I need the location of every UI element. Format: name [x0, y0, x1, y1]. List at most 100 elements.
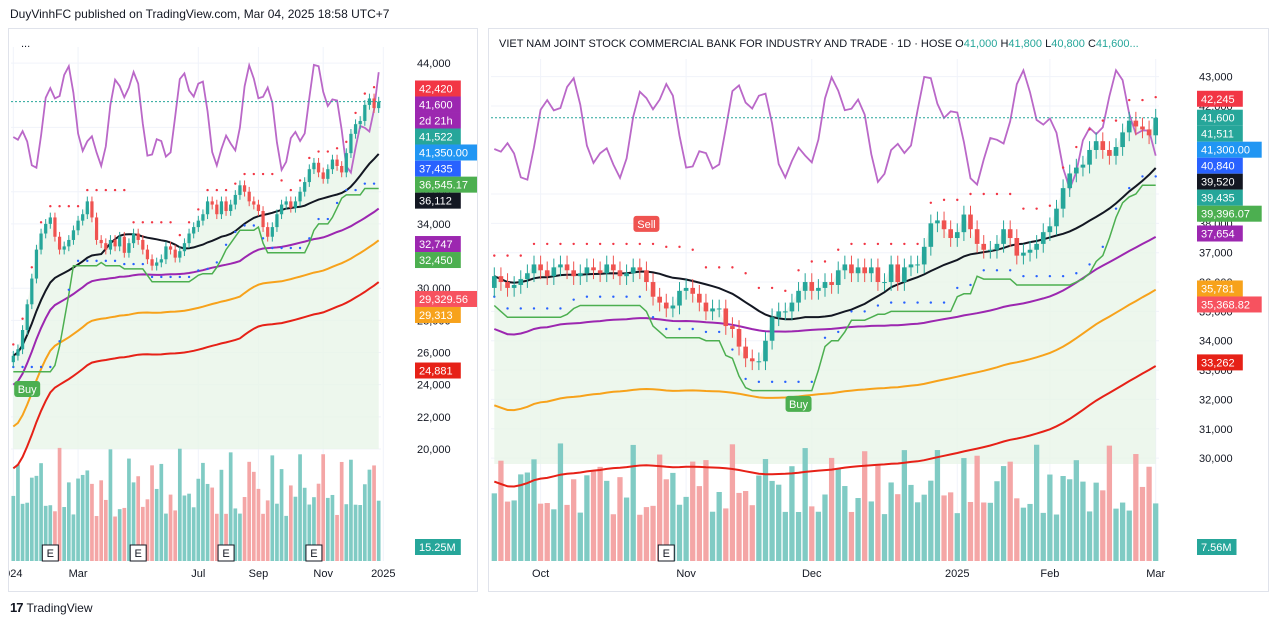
right-buy-signal[interactable] [785, 395, 812, 412]
right-x-tick-label: Dec [802, 568, 822, 580]
right-price-badge [1197, 125, 1243, 142]
left-support-dot [206, 267, 209, 271]
left-candle [62, 246, 66, 250]
left-volume-bar [159, 463, 164, 561]
right-resistance-dot [823, 260, 827, 263]
right-resistance-dot [519, 254, 522, 257]
right-candle [670, 305, 676, 309]
left-volume-bar [256, 488, 261, 561]
left-volume-bar [39, 463, 43, 561]
right-candle [1021, 252, 1026, 256]
right-resistance-dot [638, 242, 642, 246]
left-candle [335, 159, 339, 166]
left-support-dot [132, 262, 135, 266]
right-volume-bar [1007, 461, 1013, 561]
right-candle [763, 340, 768, 362]
right-chart-svg[interactable]: VIET NAM JOINT STOCK COMMERCIAL BANK FOR… [489, 29, 1268, 591]
right-support-dot [797, 380, 800, 384]
right-volume-bar [1060, 476, 1066, 561]
left-candle [39, 233, 43, 250]
left-candle [340, 165, 344, 173]
left-chart-panel[interactable]: ...BuyEEEE024MarJulSepNov202544,00040,00… [4, 28, 480, 592]
right-volume-bar [1126, 510, 1132, 561]
left-price-badge [415, 96, 461, 113]
right-chart-panel[interactable]: VIET NAM JOINT STOCK COMMERCIAL BANK FOR… [488, 28, 1269, 592]
right-candle [663, 302, 669, 309]
left-candle [136, 233, 140, 240]
left-volume-bar [265, 500, 270, 561]
left-price-badge [415, 112, 461, 129]
right-price-badge [1197, 354, 1243, 371]
right-volume-bar [809, 506, 815, 561]
left-earnings-icon[interactable] [41, 544, 59, 562]
right-support-dot [850, 310, 853, 313]
left-chart-svg[interactable]: ...BuyEEEE024MarJulSepNov202544,00040,00… [4, 29, 480, 591]
right-resistance-dot [1114, 119, 1118, 122]
left-candle [215, 204, 219, 215]
right-volume-bar [623, 497, 630, 561]
right-candle [1093, 141, 1099, 150]
left-volume-bar [182, 495, 187, 561]
right-volume-bar [557, 443, 564, 561]
right-candle [1074, 167, 1079, 174]
right-candle [769, 317, 775, 341]
right-resistance-dot [1008, 192, 1012, 196]
right-candle [697, 293, 702, 303]
right-candle [710, 308, 715, 312]
right-volume-bar [637, 514, 643, 561]
left-volume-bar [376, 500, 381, 561]
left-resistance-dot [215, 188, 219, 192]
right-candle [981, 243, 987, 250]
right-volume-bar [1073, 460, 1079, 561]
left-earnings-icon[interactable] [217, 544, 235, 562]
right-earnings-icon[interactable] [657, 544, 675, 562]
left-price-badge [415, 144, 480, 161]
right-candle [730, 326, 735, 329]
right-resistance-dot [1088, 128, 1091, 131]
right-y-tick-label: 34,000 [1199, 336, 1233, 348]
tradingview-footer[interactable]: 17 TradingView [10, 600, 93, 615]
right-candle [690, 287, 696, 294]
left-earnings-label: E [310, 548, 317, 560]
left-resistance-dot [280, 179, 283, 182]
left-volume-bar [242, 497, 247, 561]
left-resistance-dot [345, 140, 348, 144]
right-volume-bar [524, 472, 531, 561]
left-earnings-icon[interactable] [129, 544, 147, 562]
left-resistance-dot [141, 221, 145, 224]
right-volume-bar [888, 482, 894, 561]
right-resistance-dot [1035, 207, 1038, 210]
left-candle [81, 214, 85, 221]
right-candle [551, 267, 557, 277]
right-candle [816, 287, 821, 291]
right-resistance-dot [956, 198, 959, 202]
right-resistance-dot [704, 266, 708, 269]
left-buy-signal[interactable] [14, 380, 41, 397]
left-resistance-dot [123, 188, 126, 192]
right-price-badge-label: 40,840 [1201, 161, 1235, 173]
left-support-dot [49, 365, 52, 369]
right-resistance-dot [559, 242, 562, 246]
more-dots-icon: ... [21, 38, 30, 50]
left-support-dot [252, 224, 256, 227]
left-candle [330, 159, 335, 170]
right-support-dot [837, 330, 840, 334]
left-ma100-line [12, 239, 380, 428]
right-volume-bar [590, 471, 597, 561]
right-resistance-dot [797, 269, 800, 272]
left-support-dot [234, 230, 237, 234]
right-candle [902, 267, 907, 283]
right-sell-signal[interactable] [633, 215, 660, 232]
left-volume-bar [20, 503, 25, 561]
right-candle [577, 273, 583, 277]
right-price-badge-label: 33,262 [1201, 357, 1235, 369]
right-volume-bar [610, 514, 617, 561]
left-earnings-icon[interactable] [305, 544, 323, 562]
left-volume-bar [191, 507, 196, 561]
right-candle [849, 264, 854, 274]
right-support-dot [942, 301, 946, 304]
left-candle [279, 204, 284, 215]
left-resistance-dot [234, 182, 237, 185]
left-candle [349, 133, 353, 154]
left-resistance-dot [39, 221, 43, 224]
